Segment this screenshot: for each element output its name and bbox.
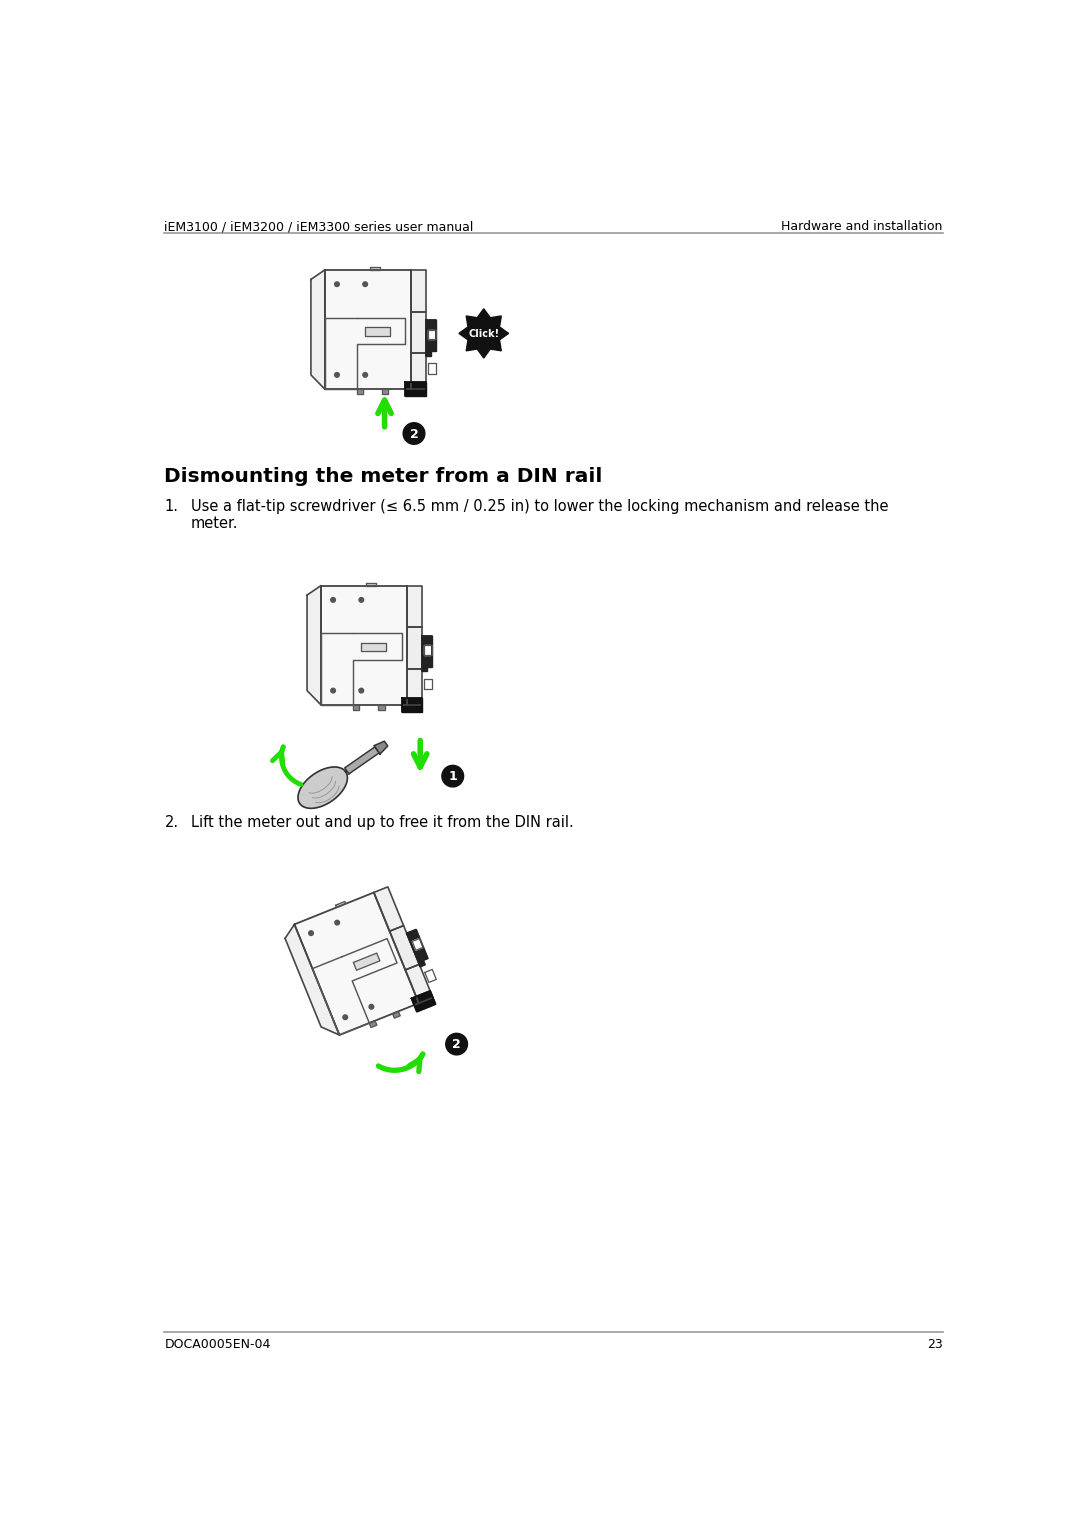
Polygon shape <box>407 669 422 705</box>
Polygon shape <box>285 924 339 1035</box>
Text: 2.: 2. <box>164 814 178 829</box>
Polygon shape <box>370 267 380 270</box>
Text: 1.: 1. <box>164 499 178 515</box>
Text: iEM3100 / iEM3200 / iEM3300 series user manual: iEM3100 / iEM3200 / iEM3300 series user … <box>164 220 474 234</box>
Text: Lift the meter out and up to free it from the DIN rail.: Lift the meter out and up to free it fro… <box>191 814 573 829</box>
Text: Click!: Click! <box>469 330 499 339</box>
Circle shape <box>442 765 463 786</box>
Polygon shape <box>423 646 432 655</box>
Polygon shape <box>336 901 346 907</box>
Polygon shape <box>423 678 432 689</box>
Polygon shape <box>374 887 404 931</box>
Polygon shape <box>410 270 426 312</box>
Polygon shape <box>410 312 426 353</box>
Polygon shape <box>382 389 389 394</box>
Circle shape <box>330 689 336 693</box>
Text: Dismounting the meter from a DIN rail: Dismounting the meter from a DIN rail <box>164 467 603 486</box>
Polygon shape <box>311 270 325 389</box>
Polygon shape <box>321 585 407 705</box>
Text: 1: 1 <box>448 771 457 783</box>
Circle shape <box>359 689 364 693</box>
Circle shape <box>335 373 339 377</box>
Polygon shape <box>369 1020 377 1028</box>
Polygon shape <box>407 930 428 967</box>
Polygon shape <box>365 327 390 336</box>
Polygon shape <box>407 585 422 628</box>
Polygon shape <box>426 321 435 356</box>
Circle shape <box>335 921 339 925</box>
Polygon shape <box>428 330 435 339</box>
Circle shape <box>403 423 424 444</box>
Polygon shape <box>378 705 384 710</box>
Circle shape <box>330 597 336 602</box>
Polygon shape <box>407 628 422 669</box>
Polygon shape <box>390 925 419 970</box>
Circle shape <box>369 1005 374 1009</box>
Text: 2: 2 <box>453 1038 461 1052</box>
Polygon shape <box>295 892 419 1035</box>
Polygon shape <box>325 270 410 389</box>
Polygon shape <box>366 583 377 585</box>
Polygon shape <box>357 389 363 394</box>
Polygon shape <box>345 747 379 774</box>
Polygon shape <box>424 970 436 982</box>
Polygon shape <box>393 1011 401 1019</box>
Circle shape <box>363 373 367 377</box>
Text: 2: 2 <box>409 428 418 441</box>
Polygon shape <box>405 965 433 1003</box>
Circle shape <box>343 1015 348 1020</box>
Circle shape <box>309 931 313 936</box>
Polygon shape <box>410 353 426 389</box>
Circle shape <box>446 1034 468 1055</box>
Polygon shape <box>459 308 509 357</box>
Circle shape <box>363 282 367 287</box>
Polygon shape <box>413 939 423 950</box>
Polygon shape <box>307 585 321 705</box>
Text: 23: 23 <box>927 1338 943 1351</box>
Polygon shape <box>353 705 360 710</box>
Polygon shape <box>362 643 387 651</box>
Polygon shape <box>298 767 348 808</box>
Text: Hardware and installation: Hardware and installation <box>781 220 943 234</box>
Polygon shape <box>405 382 426 397</box>
Polygon shape <box>402 698 422 712</box>
Circle shape <box>335 282 339 287</box>
Polygon shape <box>374 741 388 754</box>
Polygon shape <box>422 635 432 672</box>
Polygon shape <box>411 991 435 1012</box>
Polygon shape <box>428 363 435 374</box>
Text: DOCA0005EN-04: DOCA0005EN-04 <box>164 1338 271 1351</box>
Polygon shape <box>353 953 380 970</box>
Text: Use a flat-tip screwdriver (≤ 6.5 mm / 0.25 in) to lower the locking mechanism a: Use a flat-tip screwdriver (≤ 6.5 mm / 0… <box>191 499 888 531</box>
Circle shape <box>359 597 364 602</box>
